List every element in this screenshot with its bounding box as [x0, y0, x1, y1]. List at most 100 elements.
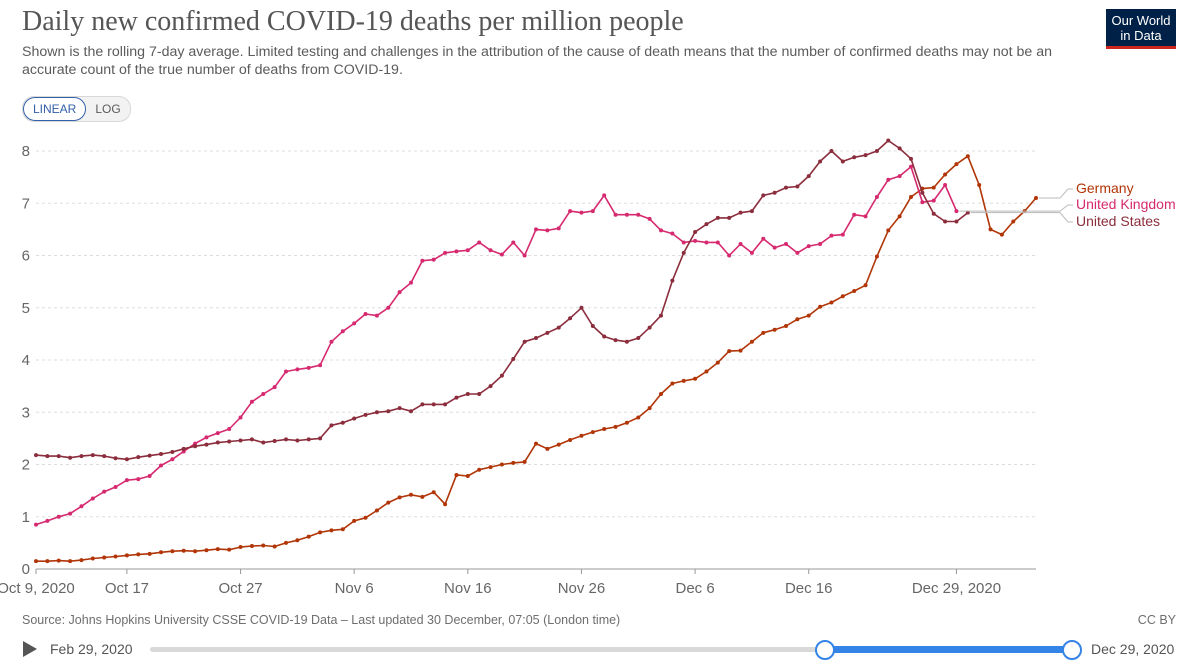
data-point	[886, 177, 891, 182]
data-point	[397, 406, 402, 411]
data-point	[56, 558, 61, 563]
data-point	[738, 348, 743, 353]
data-point	[659, 313, 663, 318]
data-point	[636, 415, 641, 420]
data-point	[170, 549, 175, 554]
data-point	[102, 489, 107, 494]
data-point	[113, 456, 118, 461]
data-point	[522, 459, 527, 464]
data-point	[284, 540, 288, 545]
owid-logo[interactable]: Our World in Data	[1106, 9, 1176, 49]
data-point	[363, 312, 368, 317]
data-point	[943, 219, 948, 224]
data-point	[715, 215, 720, 220]
license-link[interactable]: CC BY	[1137, 613, 1176, 627]
data-point	[68, 559, 73, 564]
play-icon[interactable]	[23, 641, 37, 657]
x-tick-label: Dec 16	[785, 580, 833, 597]
series-line-united-kingdom	[35, 165, 958, 526]
x-tick-label: Dec 6	[675, 580, 714, 597]
data-point	[443, 250, 448, 255]
data-point	[681, 240, 686, 245]
data-point	[45, 518, 50, 523]
data-point	[465, 248, 470, 253]
line-chart: 0 1 2 3 4 5 6 7 8 Oct 9, 2020 Oct 17 Oct 27 Nov 6 Nov…	[0, 138, 1176, 597]
data-point	[68, 455, 73, 460]
legend-connector	[1039, 188, 1073, 199]
data-point	[272, 385, 277, 390]
y-tick-label: 7	[22, 195, 30, 212]
data-point	[306, 437, 311, 442]
timeline-end-handle[interactable]	[1062, 640, 1082, 660]
data-point	[909, 156, 913, 161]
data-point	[79, 558, 84, 563]
y-tick-label: 8	[22, 143, 30, 160]
data-point	[193, 549, 198, 554]
log-scale-button[interactable]: LOG	[95, 102, 121, 116]
data-point	[954, 162, 959, 167]
data-point	[568, 209, 573, 214]
x-tick-label: Dec 29, 2020	[912, 580, 1001, 597]
data-point	[170, 457, 175, 462]
data-point	[579, 210, 584, 215]
data-point	[318, 530, 323, 535]
y-tick-label: 3	[22, 404, 30, 421]
data-point	[431, 257, 436, 262]
data-point	[215, 440, 220, 445]
data-point	[352, 416, 357, 421]
data-point	[272, 544, 277, 549]
data-point	[784, 242, 788, 247]
data-point	[636, 336, 641, 341]
legend-connector	[970, 212, 1073, 223]
data-point	[147, 551, 152, 556]
data-point	[874, 149, 879, 153]
chart-title: Daily new confirmed COVID-19 deaths per …	[22, 6, 684, 37]
timeline-start-handle[interactable]	[814, 640, 835, 660]
data-point	[159, 463, 163, 468]
data-point	[181, 446, 186, 451]
data-point	[818, 304, 823, 309]
scale-toggle: LINEAR LOG	[22, 96, 131, 122]
data-point	[624, 339, 629, 344]
data-point	[397, 495, 402, 500]
data-point	[704, 240, 709, 245]
data-point	[238, 545, 243, 550]
timeline-track[interactable]	[150, 647, 1072, 652]
data-point	[840, 294, 845, 299]
data-point	[45, 454, 50, 459]
data-point	[284, 369, 288, 374]
data-point	[511, 240, 516, 245]
linear-scale-button[interactable]: LINEAR	[23, 97, 87, 121]
data-point	[340, 329, 345, 334]
data-point	[363, 515, 368, 520]
data-point	[545, 228, 550, 233]
data-point	[488, 248, 493, 253]
data-point	[852, 212, 857, 217]
data-point	[329, 339, 334, 344]
data-point	[420, 402, 425, 407]
data-point	[568, 437, 573, 442]
data-point	[522, 253, 527, 258]
data-point	[715, 360, 720, 365]
data-point	[931, 198, 936, 203]
data-point	[659, 391, 663, 396]
data-point	[613, 424, 618, 429]
data-point	[136, 552, 141, 557]
data-point	[454, 472, 459, 477]
data-point	[806, 174, 811, 179]
timeline-start-label: Feb 29, 2020	[50, 641, 133, 657]
data-point	[761, 193, 766, 198]
data-point	[852, 155, 857, 160]
data-point	[79, 504, 84, 509]
data-point	[488, 384, 493, 389]
data-point	[874, 254, 879, 259]
data-point	[738, 210, 743, 215]
data-point	[249, 437, 254, 442]
data-point	[56, 514, 61, 519]
data-point	[352, 321, 357, 326]
data-point	[215, 547, 220, 552]
data-point	[749, 209, 754, 214]
data-point	[534, 227, 538, 232]
data-point	[1034, 196, 1038, 201]
data-point	[261, 440, 266, 445]
